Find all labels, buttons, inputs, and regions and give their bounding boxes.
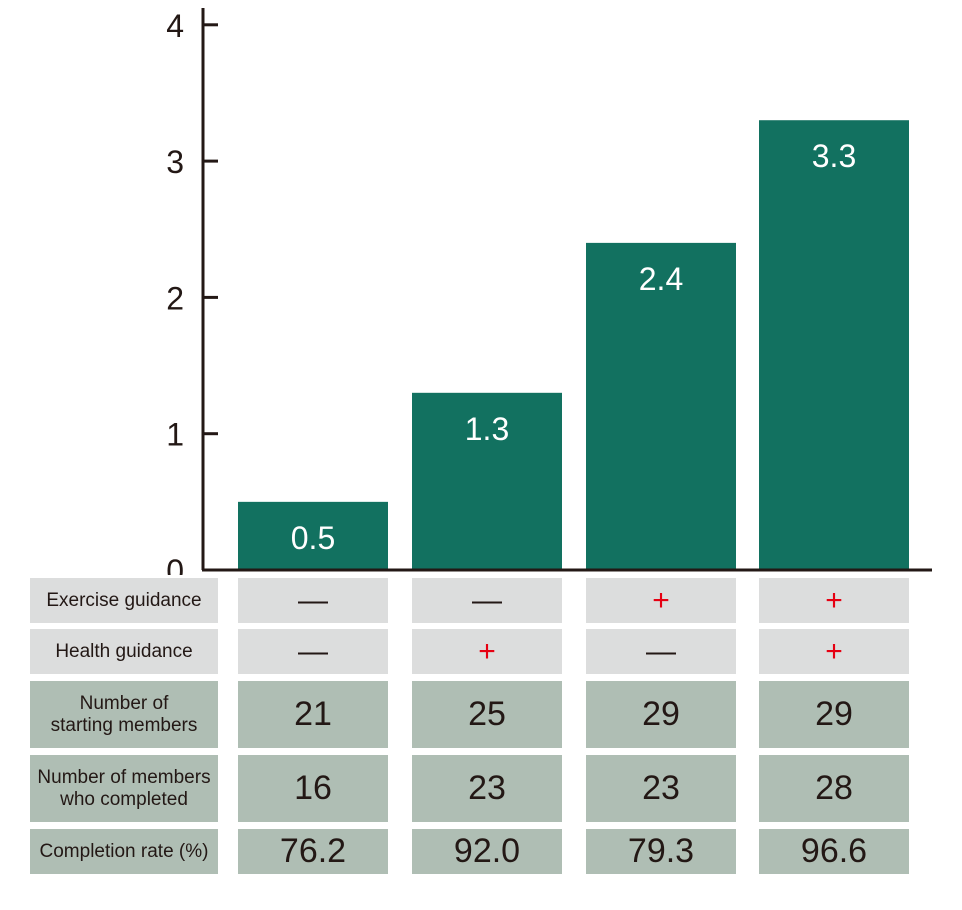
table-cell: —	[586, 629, 736, 674]
y-tick-label: 4	[166, 8, 184, 44]
table-cell: 79.3	[586, 829, 736, 874]
bar-chart: 0.5 1.3 2.4 3.3 0 1 2 3 4	[166, 8, 932, 575]
bar-value-label: 2.4	[639, 261, 683, 297]
table-cell: 29	[586, 681, 736, 748]
y-tick-label: 2	[166, 280, 184, 316]
row-label: Completion rate (%)	[30, 829, 218, 874]
table-cell: 21	[238, 681, 388, 748]
table-cell: 23	[586, 755, 736, 822]
table-cell: 92.0	[412, 829, 562, 874]
bar-value-label: 3.3	[812, 138, 856, 174]
row-label: Number of members who completed	[30, 755, 218, 822]
row-label: Number of starting members	[30, 681, 218, 748]
table-cell: 16	[238, 755, 388, 822]
table-cell: 96.6	[759, 829, 909, 874]
table-cell: +	[586, 578, 736, 623]
bar-value-label: 1.3	[465, 411, 509, 447]
table-cell: 28	[759, 755, 909, 822]
table-cell: —	[238, 629, 388, 674]
table-cell: —	[412, 578, 562, 623]
row-label: Exercise guidance	[30, 578, 218, 623]
bar-value-label: 0.5	[291, 520, 335, 556]
bar-2	[412, 392, 562, 570]
table-cell: 76.2	[238, 829, 388, 874]
table-cell: +	[759, 629, 909, 674]
row-label: Health guidance	[30, 629, 218, 674]
table-cell: +	[759, 578, 909, 623]
table-cell: 29	[759, 681, 909, 748]
table-cell: —	[238, 578, 388, 623]
bar-1	[238, 501, 388, 570]
bar-3	[586, 242, 736, 570]
y-tick-label: 0	[166, 553, 184, 575]
y-tick-label: 1	[166, 417, 184, 453]
y-tick-label: 3	[166, 144, 184, 180]
table-cell: +	[412, 629, 562, 674]
table-cell: 23	[412, 755, 562, 822]
table-cell: 25	[412, 681, 562, 748]
bar-4	[759, 120, 909, 571]
